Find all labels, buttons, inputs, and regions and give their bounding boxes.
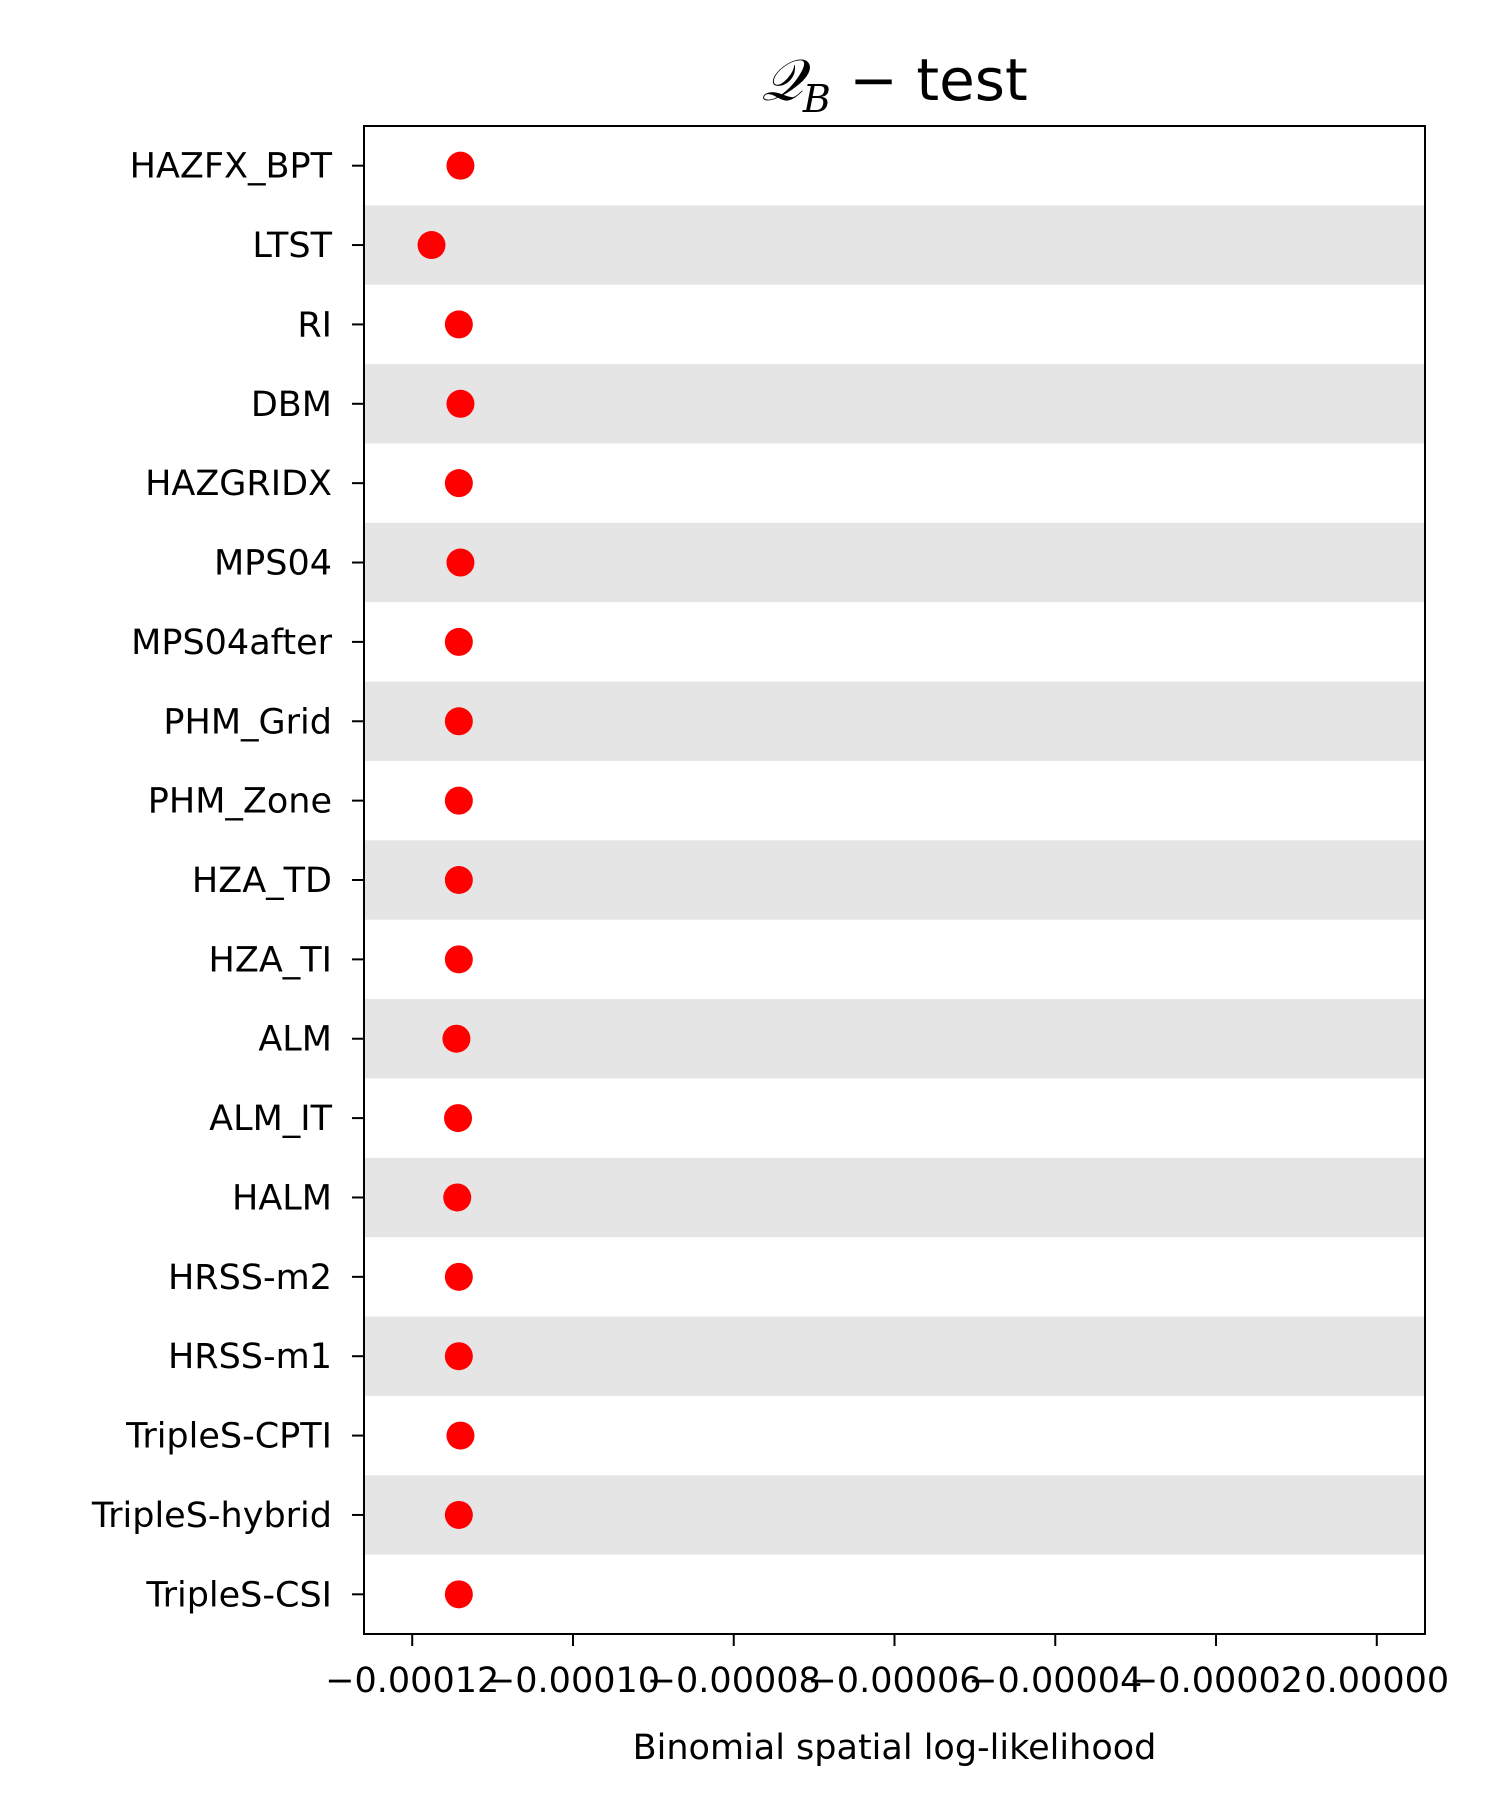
row-band — [364, 522, 1425, 603]
data-point — [444, 310, 473, 339]
x-tick-label: −0.00008 — [647, 1661, 821, 1701]
row-band — [364, 364, 1425, 444]
y-tick-label: PHM_Grid — [163, 702, 332, 742]
y-tick-label: PHM_Zone — [148, 782, 332, 822]
data-point — [442, 1024, 471, 1053]
row-band — [364, 205, 1425, 285]
chart-title-rest: − test — [831, 46, 1028, 114]
y-tick-label: TripleS-CSI — [145, 1575, 332, 1615]
y-tick-label: HZA_TD — [192, 861, 332, 901]
row-band — [364, 1316, 1425, 1396]
row-band — [364, 681, 1425, 761]
data-point — [444, 1104, 473, 1133]
y-tick-label: HRSS-m2 — [168, 1258, 332, 1298]
y-tick-label: DBM — [251, 385, 332, 425]
y-tick-label: ALM_IT — [209, 1099, 332, 1139]
data-point — [444, 866, 473, 894]
data-point — [446, 151, 475, 180]
x-tick-label: 0.00000 — [1304, 1661, 1449, 1701]
x-tick-label: −0.00006 — [807, 1661, 981, 1701]
row-bands — [364, 205, 1425, 1555]
y-tick-label: LTST — [252, 226, 332, 266]
y-tick-label: RI — [297, 305, 332, 345]
data-point — [446, 548, 475, 577]
chart-title-subscript: B — [802, 77, 831, 121]
y-tick-label: HZA_TI — [209, 940, 332, 980]
data-point — [417, 231, 446, 260]
y-tick-label: HALM — [232, 1178, 332, 1218]
data-point — [443, 1183, 472, 1212]
data-point — [444, 1342, 473, 1371]
data-points — [417, 151, 475, 1609]
data-point — [444, 1580, 473, 1609]
y-tick-label: MPS04after — [131, 623, 332, 663]
data-point — [444, 469, 473, 498]
y-tick-label: HRSS-m1 — [168, 1337, 332, 1377]
x-axis: −0.00012−0.00010−0.00008−0.00006−0.00004… — [325, 1634, 1449, 1701]
x-tick-label: −0.00012 — [325, 1661, 499, 1701]
x-tick-label: −0.00002 — [1129, 1661, 1303, 1701]
y-tick-label: HAZGRIDX — [145, 464, 332, 504]
row-band — [364, 840, 1425, 920]
data-point — [444, 1500, 473, 1529]
row-band — [364, 1475, 1425, 1555]
y-tick-label: ALM — [258, 1020, 332, 1060]
data-point — [446, 1421, 475, 1450]
row-band — [364, 1157, 1425, 1238]
chart-title: 𝒬B − test — [761, 46, 1027, 121]
y-axis: HAZFX_BPT LTST RI DBM HAZGRIDX MPS04 MPS04afte… — [91, 147, 364, 1615]
data-point — [444, 1262, 473, 1291]
y-tick-label: TripleS-hybrid — [91, 1496, 332, 1536]
x-tick-label: −0.00004 — [968, 1661, 1142, 1701]
x-tick-label: −0.00010 — [486, 1661, 660, 1701]
y-tick-label: HAZFX_BPT — [130, 147, 333, 187]
data-point — [446, 389, 475, 418]
x-axis-label: Binomial spatial log-likelihood — [633, 1728, 1157, 1768]
data-point — [444, 786, 473, 815]
data-point — [444, 627, 473, 656]
y-tick-label: MPS04 — [214, 544, 332, 584]
data-point — [444, 945, 473, 974]
row-band — [364, 999, 1425, 1079]
data-point — [444, 707, 473, 736]
y-tick-label: TripleS-CPTI — [125, 1417, 332, 1457]
